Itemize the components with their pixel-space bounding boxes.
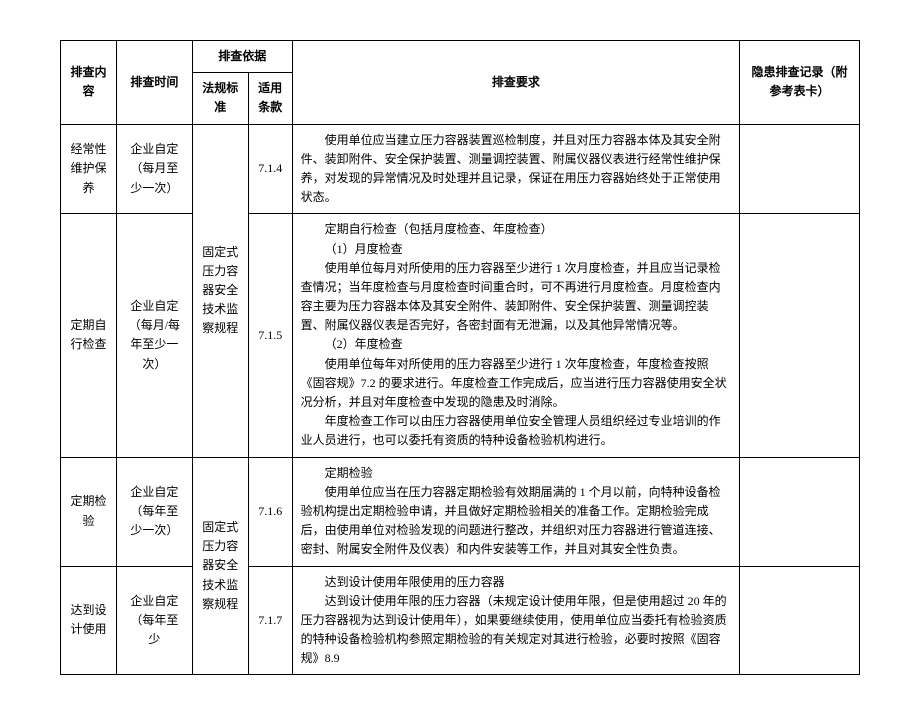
header-content: 排查内容 bbox=[61, 41, 117, 125]
cell-clause: 7.1.5 bbox=[248, 214, 292, 457]
cell-time: 企业自定（每月/每年至少一次） bbox=[116, 214, 192, 457]
cell-requirement: 定期自行检查（包括月度检查、年度检查） （1）月度检查 使用单位每月对所使用的压… bbox=[292, 214, 739, 457]
cell-content: 定期检验 bbox=[61, 457, 117, 566]
table-row: 经常性维护保养 企业自定（每月至少一次） 固定式压力容器安全技术监察规程 7.1… bbox=[61, 124, 860, 214]
cell-time: 企业自定（每年至少一次） bbox=[116, 457, 192, 566]
cell-record bbox=[740, 124, 860, 214]
cell-record bbox=[740, 566, 860, 675]
table-row: 定期检验 企业自定（每年至少一次） 固定式压力容器安全技术监察规程 7.1.6 … bbox=[61, 457, 860, 566]
table-row: 达到设计使用 企业自定（每年至少 7.1.7 达到设计使用年限使用的压力容器 达… bbox=[61, 566, 860, 675]
cell-time: 企业自定（每年至少 bbox=[116, 566, 192, 675]
header-basis-group: 排查依据 bbox=[192, 41, 292, 73]
header-time: 排查时间 bbox=[116, 41, 192, 125]
cell-content: 经常性维护保养 bbox=[61, 124, 117, 214]
table-row: 定期自行检查 企业自定（每月/每年至少一次） 7.1.5 定期自行检查（包括月度… bbox=[61, 214, 860, 457]
cell-content: 定期自行检查 bbox=[61, 214, 117, 457]
header-basis-clause: 适用条款 bbox=[248, 73, 292, 124]
cell-record bbox=[740, 214, 860, 457]
cell-requirement: 使用单位应当建立压力容器装置巡检制度，并且对压力容器本体及其安全附件、装卸附件、… bbox=[292, 124, 739, 214]
header-basis-standard: 法规标准 bbox=[192, 73, 248, 124]
cell-clause: 7.1.4 bbox=[248, 124, 292, 214]
inspection-table: 排查内容 排查时间 排查依据 排查要求 隐患排查记录（附参考表卡） 法规标准 适… bbox=[60, 40, 860, 675]
cell-clause: 7.1.6 bbox=[248, 457, 292, 566]
cell-content: 达到设计使用 bbox=[61, 566, 117, 675]
cell-basis: 固定式压力容器安全技术监察规程 bbox=[192, 457, 248, 675]
header-requirement: 排查要求 bbox=[292, 41, 739, 125]
cell-record bbox=[740, 457, 860, 566]
cell-basis: 固定式压力容器安全技术监察规程 bbox=[192, 124, 248, 457]
cell-requirement: 定期检验 使用单位应当在压力容器定期检验有效期届满的 1 个月以前，向特种设备检… bbox=[292, 457, 739, 566]
cell-time: 企业自定（每月至少一次） bbox=[116, 124, 192, 214]
cell-requirement: 达到设计使用年限使用的压力容器 达到设计使用年限的压力容器（未规定设计使用年限，… bbox=[292, 566, 739, 675]
header-record: 隐患排查记录（附参考表卡） bbox=[740, 41, 860, 125]
cell-clause: 7.1.7 bbox=[248, 566, 292, 675]
